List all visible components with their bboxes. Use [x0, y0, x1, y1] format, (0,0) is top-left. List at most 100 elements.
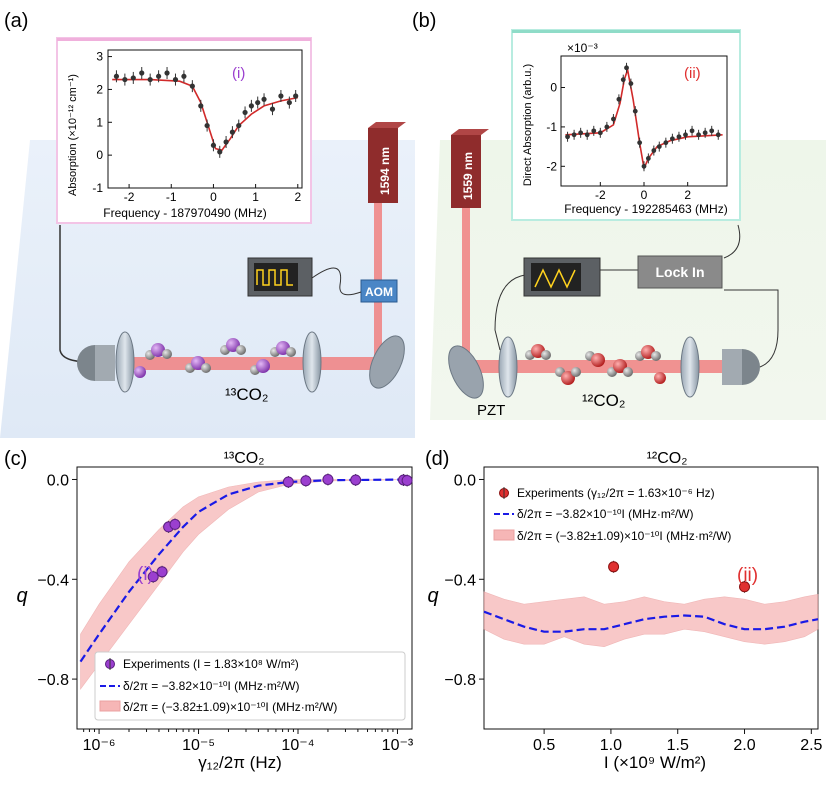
inset-ii-point [689, 128, 695, 134]
cavity-mirror-a-left [115, 331, 135, 393]
inset-ii-point [709, 128, 715, 134]
inset-ii-point [571, 132, 577, 138]
panel-c-xlabel: γ₁₂/2π (Hz) [198, 753, 282, 772]
inset-ii-point [591, 128, 597, 134]
detector-b-body [722, 349, 742, 385]
panel-c-xtick-label: 10⁻⁶ [83, 737, 116, 754]
panel-c-band [80, 479, 413, 691]
inset-ii-point [645, 156, 651, 161]
panel-c-point [282, 476, 294, 488]
inset-ii-xtick-label: 0 [641, 188, 648, 202]
panel-d-xtick-label: 2.0 [733, 737, 755, 754]
panel-d-model-line [483, 610, 819, 633]
inset-ii-point [565, 134, 570, 140]
laser-1559-box: 1559 nm [451, 129, 489, 208]
inset-i-point [113, 73, 120, 79]
panel-d-xtick-label: 1.0 [600, 737, 622, 754]
inset-i-point [204, 122, 210, 129]
inset-i-xtick-label: -1 [166, 190, 177, 204]
inset-i-point [242, 109, 248, 116]
panel-d-xtick-label: 1.5 [667, 737, 689, 754]
inset-ii-xtick-label: 2 [684, 188, 691, 202]
inset-ii-point [656, 144, 662, 150]
inset-ii-point [637, 140, 643, 146]
cavity-mirror-b-left [498, 336, 518, 398]
inset-i-point [139, 70, 145, 76]
panel-c: (c) ¹³CO₂ 0.0−0.4−0.810⁻⁶ 10⁻⁵ 10⁻⁴ 10⁻³ q … [4, 448, 414, 772]
inset-i-axes [107, 49, 303, 189]
panel-c-point [300, 475, 312, 487]
legend-c-item-3: δ/2π = (−3.82±1.09)×10⁻¹⁰I (MHz·m²/W) [123, 700, 337, 714]
beam-b [470, 360, 750, 373]
inset-ii-point [616, 96, 622, 102]
cavity-mirror-b-right [680, 336, 700, 398]
inset-i-ytick-label: 0 [96, 148, 103, 162]
inset-i-tag: (i) [232, 65, 245, 82]
inset-ii-point [624, 65, 629, 71]
panel-c-point [401, 474, 413, 486]
panel-d-ytick-label: −0.4 [444, 572, 476, 589]
inset-ii-xlabel: Frequency - 192285463 (MHz) [564, 202, 727, 216]
panel-d-legend: Experiments (γ₁₂/2π = 1.63×10⁻⁶ Hz) δ/2π… [493, 486, 731, 543]
legend-d-item-1: Experiments (γ₁₂/2π = 1.63×10⁻⁶ Hz) [517, 486, 715, 500]
inset-i: 3 2 1 0 -1 -2 -1 0 1 2 (i) Frequency - 187970490 … [56, 37, 312, 224]
lockin-label: Lock In [655, 264, 704, 280]
laser-1559-label: 1559 nm [461, 152, 475, 200]
inset-ii-point [676, 134, 682, 140]
inset-ii-point [578, 130, 584, 136]
detector-b-cable [724, 289, 779, 368]
inset-ii-point [597, 130, 603, 136]
inset-ii-point [683, 132, 688, 138]
detector-a-body [95, 345, 115, 381]
inset-i-point [255, 99, 261, 106]
inset-ii-point [584, 132, 590, 138]
function-generator-a-icon [247, 257, 362, 297]
inset-i-point [210, 142, 217, 148]
panel-d-point [739, 581, 751, 593]
inset-ii-tag: (ii) [684, 65, 701, 82]
pzt-label: PZT [477, 402, 505, 419]
inset-ii-point [641, 163, 647, 169]
legend-c-band-icon [99, 700, 121, 712]
inset-ii-point [604, 124, 610, 130]
panel-c-title: ¹³CO₂ [224, 450, 265, 467]
inset-i-point [248, 103, 254, 109]
inset-ii-ytick-label: -1 [546, 120, 557, 134]
panel-a-setup: (a) ¹³CO₂ 1594 nm AOM [0, 10, 415, 438]
inset-ii-point [702, 130, 708, 136]
steering-mirror-a [369, 335, 405, 389]
detector-a-icon [77, 345, 95, 381]
panel-d-ytick-label: 0.0 [454, 472, 476, 489]
inset-ii-scale: ×10⁻³ [567, 41, 598, 55]
inset-i-point [229, 129, 236, 135]
inset-i-point [286, 99, 292, 106]
inset-ii-point [651, 148, 657, 153]
panel-b-setup: (b) PZT ¹²CO₂ 1559 nm [412, 10, 826, 420]
inset-i-point [261, 96, 267, 102]
inset-i-ytick-label: -1 [92, 181, 103, 195]
panel-d-ytick-label: −0.8 [444, 672, 476, 689]
inset-ii-ylabel: Direct Absorption (arb.u.) [522, 64, 534, 186]
inset-i-point [130, 75, 136, 81]
steering-mirror-b [448, 345, 484, 399]
inset-ii-cable [723, 224, 741, 259]
panel-d-point [608, 561, 620, 573]
inset-i-ytick-label: 2 [96, 82, 103, 96]
inset-i-point [164, 70, 170, 76]
inset-i-ytick-label: 1 [96, 115, 103, 129]
lockin-box [637, 255, 723, 289]
panel-c-xtick-label: 10⁻⁵ [182, 737, 215, 754]
inset-i-xlabel: Frequency - 187970490 (MHz) [103, 206, 266, 220]
panel-c-point [147, 571, 159, 583]
molecules-a [134, 338, 296, 378]
inset-i-point [172, 76, 179, 83]
panel-c-xtick-label: 10⁻⁴ [281, 737, 314, 754]
inset-i-point [198, 103, 204, 109]
inset-ii-point [632, 108, 638, 114]
panel-c-point [350, 474, 362, 486]
panel-a-label: (a) [4, 10, 28, 32]
inset-i-xtick-label: 0 [210, 190, 217, 204]
laser-1594-box: 1594 nm [368, 122, 406, 203]
inset-ii-point [669, 136, 675, 142]
